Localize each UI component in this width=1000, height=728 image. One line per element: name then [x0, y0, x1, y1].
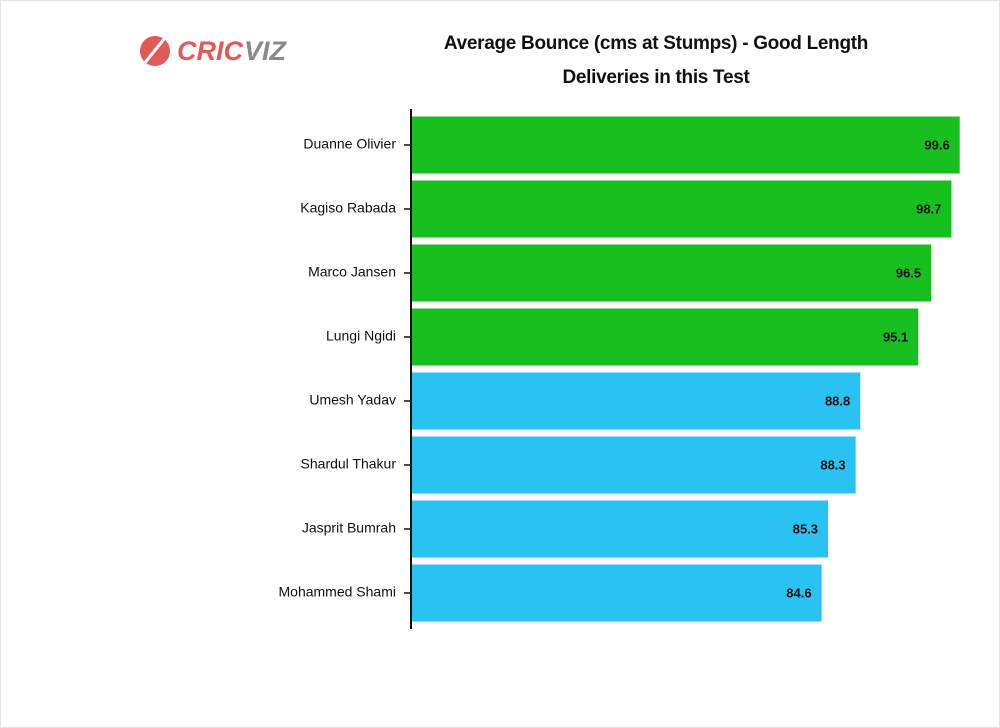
y-tick-label: Duanne Olivier: [303, 136, 396, 152]
bar: [412, 500, 829, 558]
data-label: 99.6: [924, 137, 949, 152]
bar: [412, 180, 952, 238]
y-tick-label: Shardul Thakur: [301, 456, 397, 472]
bar: [412, 436, 856, 494]
bar: [412, 564, 822, 622]
data-label: 95.1: [883, 329, 908, 344]
y-tick-label: Marco Jansen: [308, 264, 396, 280]
data-label: 88.8: [825, 393, 850, 408]
bar: [412, 116, 960, 174]
bar: [412, 244, 932, 302]
data-label: 96.5: [896, 265, 921, 280]
y-tick-label: Jasprit Bumrah: [302, 520, 396, 536]
logo-text: CRIC: [177, 36, 243, 66]
logo-bat: [141, 32, 171, 66]
chart-title: Average Bounce (cms at Stumps) - Good Le…: [443, 33, 869, 88]
y-tick-label: Mohammed Shami: [279, 584, 397, 600]
y-tick-label: Kagiso Rabada: [300, 200, 396, 216]
bar: [412, 372, 861, 430]
logo-text: VIZ: [244, 36, 288, 66]
bar: [412, 308, 919, 366]
data-label: 88.3: [820, 457, 845, 472]
data-label: 85.3: [793, 521, 818, 536]
data-label: 84.6: [786, 585, 811, 600]
logo: CRIC VIZ: [140, 32, 288, 66]
y-tick-label: Lungi Ngidi: [326, 328, 396, 344]
y-tick-label: Umesh Yadav: [309, 392, 396, 408]
data-label: 98.7: [916, 201, 941, 216]
